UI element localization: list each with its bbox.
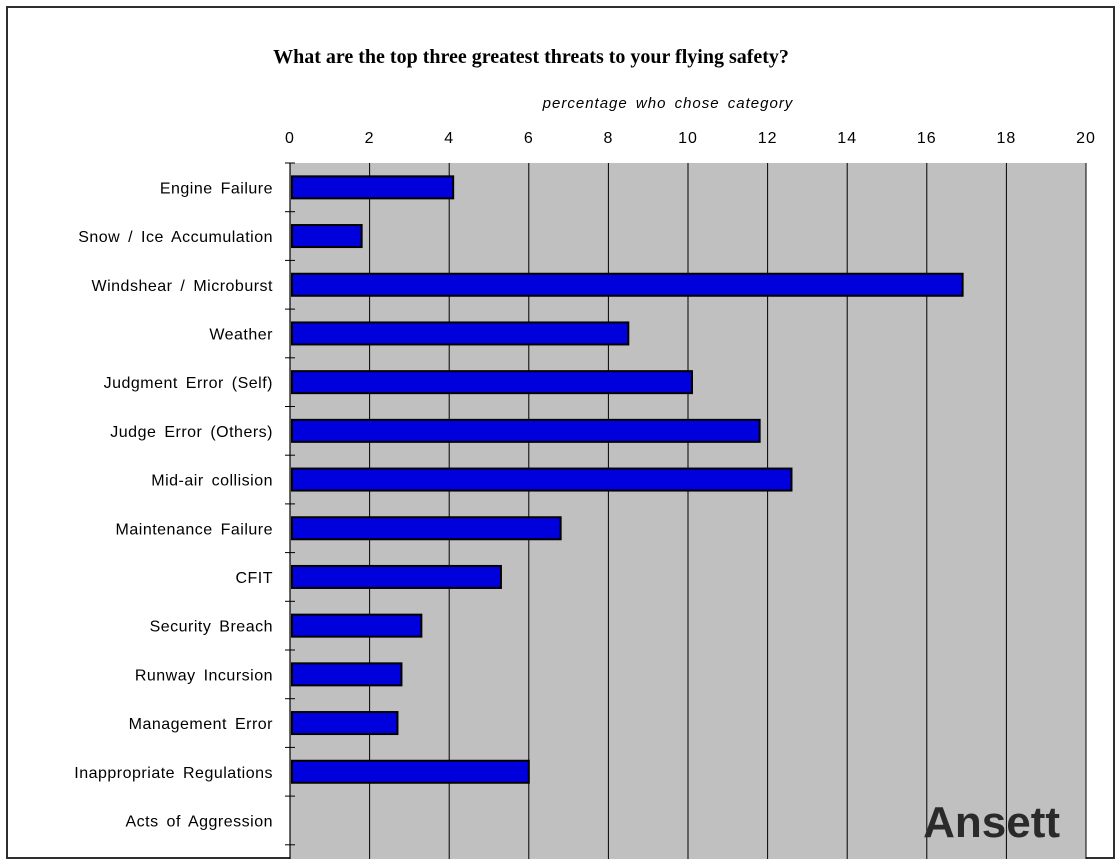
bar — [291, 564, 502, 589]
category-label: Mid-air collision — [151, 473, 273, 490]
x-tick-label: 18 — [997, 130, 1017, 147]
bar — [291, 662, 403, 687]
category-label: Security Breach — [150, 619, 273, 636]
category-label: Windshear / Microburst — [92, 278, 274, 295]
bar — [291, 759, 530, 784]
x-tick-label: 20 — [1076, 130, 1096, 147]
category-label: Judge Error (Others) — [110, 424, 273, 441]
bar — [291, 272, 964, 297]
x-tick-label: 16 — [917, 130, 937, 147]
x-tick-label: 4 — [444, 130, 454, 147]
category-label: Inappropriate Regulations — [74, 765, 273, 782]
bar — [291, 370, 693, 395]
category-labels: Engine Failure Snow / Ice Accumulation Win… — [74, 180, 274, 830]
x-tick-label: 14 — [837, 130, 857, 147]
category-label: Maintenance Failure — [116, 521, 273, 538]
x-axis-label: percentage who chose category — [542, 95, 794, 112]
category-label: CFIT — [235, 570, 273, 587]
category-label: Judgment Error (Self) — [104, 375, 273, 392]
bar — [291, 224, 363, 249]
category-label: Engine Failure — [160, 180, 273, 197]
x-tick-label: 12 — [758, 130, 778, 147]
x-tick-labels: 0 2 4 6 8 10 12 14 16 18 20 — [285, 130, 1096, 147]
bar — [291, 321, 630, 346]
x-tick-label: 6 — [524, 130, 534, 147]
ansett-watermark: Ansett — [923, 798, 1060, 847]
category-label: Management Error — [129, 716, 274, 733]
category-label: Runway Incursion — [135, 667, 273, 684]
bars — [291, 175, 964, 784]
x-tick-label: 0 — [285, 130, 295, 147]
bar — [291, 418, 761, 443]
bar — [291, 711, 399, 736]
category-label: Weather — [209, 326, 273, 343]
bar — [291, 516, 562, 541]
category-label: Snow / Ice Accumulation — [78, 229, 273, 246]
x-tick-label: 10 — [678, 130, 698, 147]
bar — [291, 467, 793, 492]
chart-title: What are the top three greatest threats … — [273, 46, 789, 68]
bar — [291, 613, 423, 638]
bar — [291, 175, 455, 200]
category-label: Acts of Aggression — [125, 813, 273, 830]
x-tick-label: 8 — [603, 130, 613, 147]
x-tick-label: 2 — [365, 130, 375, 147]
